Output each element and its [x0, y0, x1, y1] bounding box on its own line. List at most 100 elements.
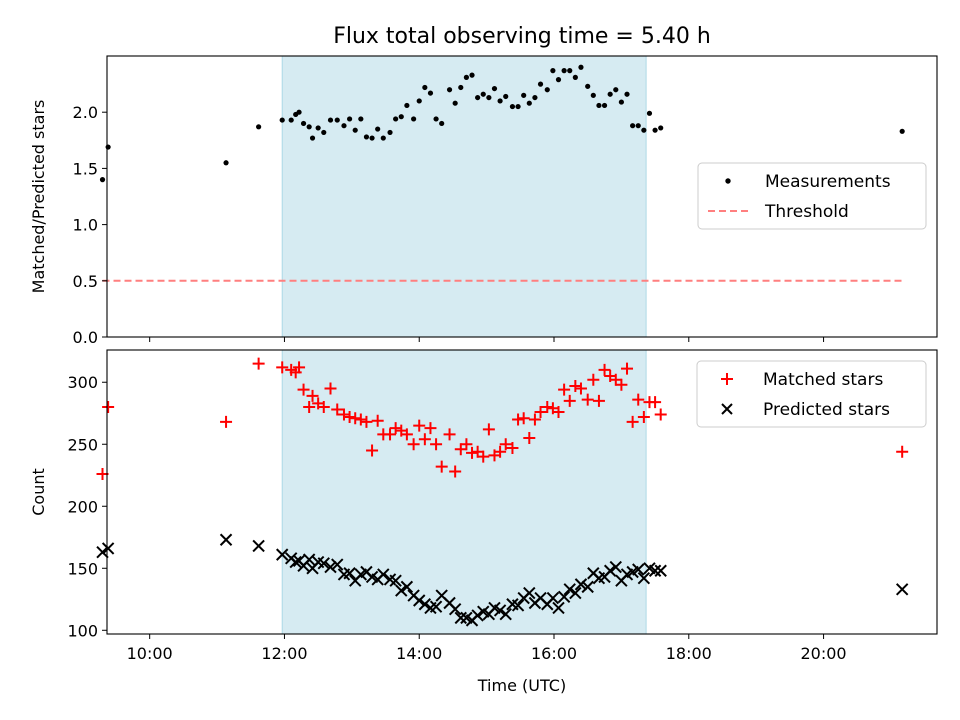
measurement-point	[427, 90, 434, 96]
matched-star-point	[349, 412, 362, 425]
matched-star-point	[552, 406, 565, 419]
matched-star-point	[587, 373, 600, 386]
predicted-star-point	[523, 586, 536, 600]
predicted-star-point	[96, 545, 109, 559]
measurement-point	[618, 99, 624, 105]
matched-star-point	[569, 379, 582, 392]
measurement-point	[630, 123, 636, 129]
predicted-star-point	[609, 560, 622, 574]
predicted-star-point	[552, 601, 565, 615]
legend-predicted-label: Predicted stars	[763, 400, 890, 420]
x-tick-label: 18:00	[666, 644, 712, 663]
predicted-star-point	[377, 568, 390, 581]
top-y-axis-label: Matched/Predicted stars	[29, 100, 48, 294]
predicted-star-point	[276, 548, 289, 561]
matched-star-point	[523, 432, 536, 445]
matched-star-point	[407, 438, 420, 451]
matched-star-point	[517, 412, 530, 425]
measurement-point	[288, 117, 294, 123]
measurement-point	[646, 110, 653, 116]
predicted-star-point	[563, 583, 576, 596]
measurement-point	[352, 127, 358, 133]
predicted-star-point	[219, 533, 233, 546]
measurement-point	[585, 83, 591, 89]
bottom-panel-marks	[96, 357, 909, 627]
measurement-point	[327, 117, 334, 123]
legend-threshold-label: Threshold	[764, 202, 849, 222]
matched-star-point	[366, 444, 379, 457]
measurement-point	[641, 127, 647, 133]
matched-star-point	[354, 413, 367, 426]
matched-star-point	[574, 382, 587, 395]
measurement-point	[296, 109, 302, 115]
measurement-point	[300, 120, 307, 127]
matched-star-point	[443, 428, 456, 441]
matched-star-point	[384, 428, 397, 441]
y-tick-label: 150	[67, 559, 98, 578]
matched-star-point	[360, 415, 373, 428]
measurement-point	[341, 123, 347, 129]
measurement-point	[393, 116, 399, 122]
predicted-star-point	[603, 564, 617, 577]
predicted-star-point	[569, 586, 582, 600]
predicted-star-point	[546, 591, 560, 605]
measurement-point	[590, 92, 596, 98]
measurement-point	[452, 100, 458, 106]
measurement-point	[387, 129, 393, 136]
x-tick-label: 10:00	[127, 644, 173, 663]
top-axes-frame	[106, 55, 938, 338]
predicted-star-point	[581, 580, 594, 594]
measurement-point	[306, 124, 312, 130]
measurement-point	[463, 74, 470, 80]
measurement-point	[363, 134, 370, 140]
measurement-point	[416, 98, 422, 104]
matched-star-point	[435, 460, 448, 473]
measurement-point	[475, 94, 481, 101]
predicted-star-point	[499, 607, 512, 621]
matched-star-point	[413, 419, 426, 432]
bottom-legend-box	[696, 360, 927, 428]
measurement-point	[346, 116, 353, 122]
bottom-y-axis-label: Count	[29, 468, 48, 516]
y-tick-label: 0.5	[73, 272, 98, 291]
y-tick-label: 0.0	[73, 328, 98, 347]
y-tick-label: 1.0	[73, 216, 98, 235]
matched-star-point	[102, 401, 115, 414]
y-tick-label: 250	[67, 435, 98, 454]
matched-star-point	[477, 450, 490, 463]
x-tick-label: 16:00	[531, 644, 577, 663]
bottom-panel: 100 150 200 250 300 10:00 12:00 14:00 16:00 18:0…	[29, 349, 938, 695]
measurement-point	[321, 129, 327, 136]
matched-star-point	[337, 408, 350, 421]
measurement-point	[596, 102, 602, 109]
measurement-point	[578, 64, 584, 70]
predicted-star-point	[252, 539, 265, 553]
measurement-point	[658, 125, 664, 131]
y-tick-label: 300	[67, 373, 98, 392]
matched-star-point	[389, 422, 402, 435]
matched-star-point	[324, 382, 337, 395]
predicted-star-point	[654, 564, 667, 577]
predicted-star-point	[324, 560, 337, 574]
top-legend-box	[697, 162, 927, 230]
matched-star-point	[220, 415, 233, 428]
measurement-point	[899, 128, 905, 134]
measurement-point	[635, 123, 641, 129]
measurement-point	[439, 120, 445, 127]
matched-star-point	[621, 362, 634, 375]
legend-predicted-marker	[721, 403, 733, 415]
matched-star-point	[303, 401, 316, 414]
measurement-point	[375, 126, 381, 132]
measurement-point	[503, 93, 509, 100]
y-tick-label: 100	[67, 621, 98, 640]
predicted-star-point	[429, 600, 443, 613]
predicted-star-point	[574, 578, 588, 591]
measurement-point	[309, 135, 316, 141]
x-axis-label: Time (UTC)	[477, 676, 566, 695]
bottom-axes-frame	[106, 349, 938, 635]
matched-star-point	[649, 396, 662, 409]
matched-star-point	[252, 357, 265, 370]
predicted-star-point	[400, 580, 414, 594]
shaded-observing-span	[281, 55, 647, 338]
